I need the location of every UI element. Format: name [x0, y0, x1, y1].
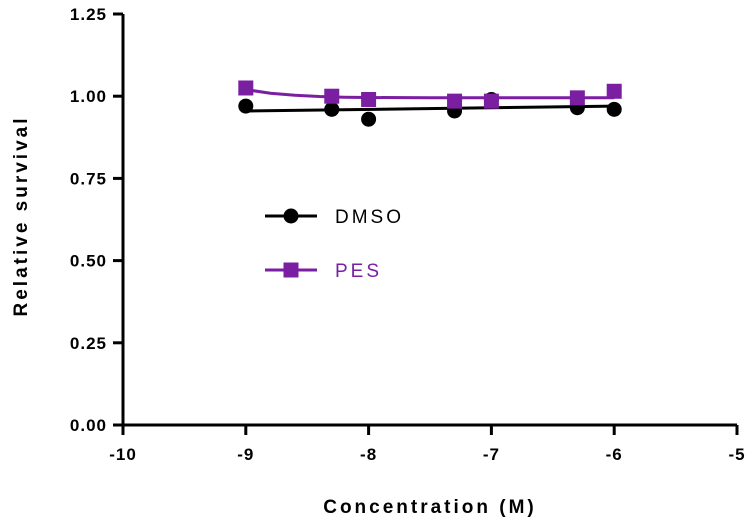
data-point-pes: [361, 91, 377, 107]
x-tick-label: -9: [237, 445, 254, 464]
y-tick-label: 0.25: [70, 334, 107, 353]
legend-label: PES: [335, 261, 382, 282]
x-tick-label: -6: [606, 445, 623, 464]
data-point-pes: [324, 88, 340, 104]
legend-item-pes: PES: [265, 261, 382, 282]
y-axis-title: Relative survival: [11, 116, 32, 317]
x-tick-label: -8: [360, 445, 377, 464]
x-axis-title: Concentration (M): [323, 497, 537, 518]
series-layer: [238, 80, 622, 127]
data-point-dmso: [361, 111, 377, 127]
data-point-pes: [569, 90, 585, 106]
y-tick-label: 0.75: [70, 169, 107, 188]
series-pes: [238, 80, 622, 109]
x-tick-label: -7: [483, 445, 500, 464]
data-point-pes: [483, 93, 499, 109]
axes: [121, 14, 737, 427]
data-point-dmso: [324, 101, 340, 117]
ticks: -10 -9 -8 -7 -6 -5 0.00 0.25 0.50 0.75 1.00 1.25: [70, 5, 745, 464]
y-tick-label: 0.00: [70, 416, 107, 435]
legend-item-dmso: DMSO: [265, 207, 404, 228]
legend: DMSO PES: [265, 207, 404, 282]
fit-line-pes: [245, 88, 615, 100]
data-point-dmso: [238, 98, 254, 114]
data-point-pes: [238, 80, 254, 96]
y-tick-label: 0.50: [70, 252, 107, 271]
legend-marker: [283, 262, 299, 278]
x-tick-label: -5: [728, 445, 745, 464]
data-point-pes: [447, 93, 463, 109]
x-tick-label: -10: [109, 445, 137, 464]
fit-line-dmso: [245, 104, 615, 113]
legend-marker: [283, 208, 299, 224]
data-point-dmso: [606, 101, 622, 117]
y-tick-label: 1.25: [70, 5, 107, 24]
y-tick-label: 1.00: [70, 87, 107, 106]
legend-label: DMSO: [335, 207, 404, 228]
data-point-pes: [606, 83, 622, 99]
